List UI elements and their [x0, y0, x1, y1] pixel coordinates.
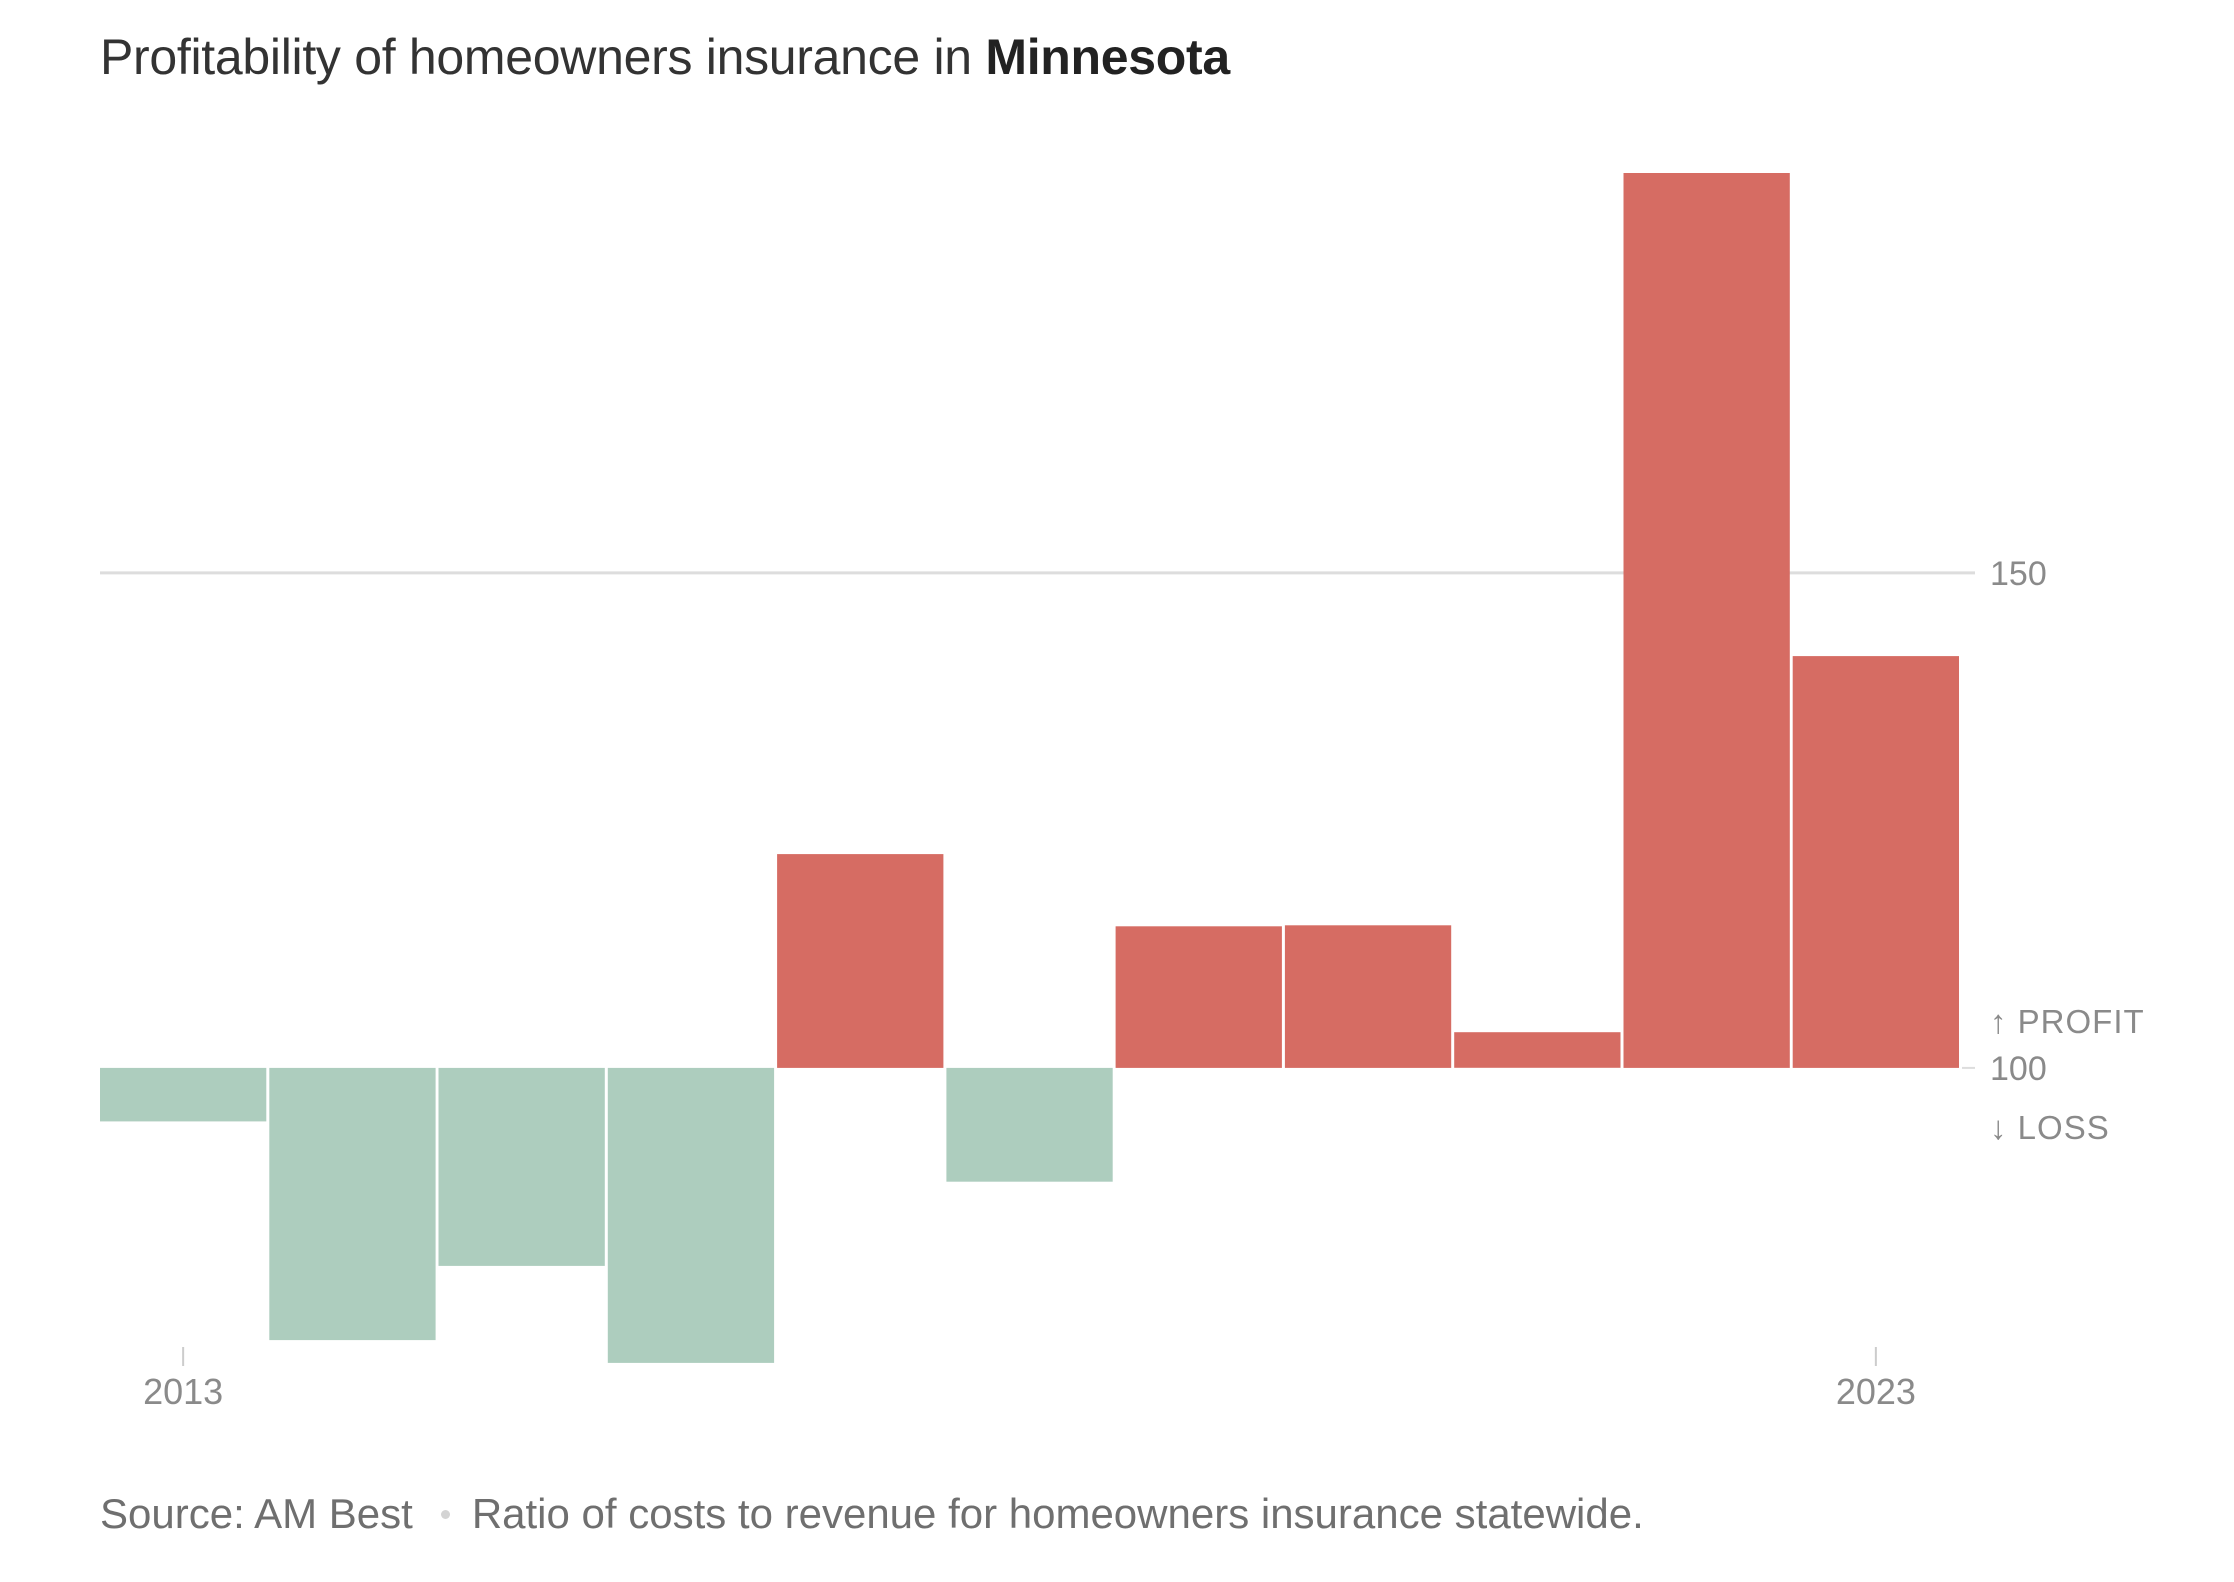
bars-group — [100, 173, 1959, 1363]
x-tick-label-2023: 2023 — [1836, 1371, 1916, 1412]
chart-title-state: Minnesota — [985, 29, 1230, 85]
chart-footer: Source: AM Best Ratio of costs to revenu… — [100, 1490, 1644, 1538]
y-tick-label-150: 150 — [1990, 555, 2047, 593]
chart-title: Profitability of homeowners insurance in… — [100, 28, 1230, 86]
bar-2018 — [946, 1067, 1113, 1182]
source-text: Source: AM Best — [100, 1490, 413, 1537]
bar-2022 — [1623, 173, 1790, 1068]
bar-2013 — [100, 1067, 267, 1122]
loss-label: ↓ LOSS — [1990, 1109, 2110, 1146]
bar-2020 — [1284, 925, 1452, 1068]
bar-2014 — [269, 1067, 436, 1341]
bar-2021 — [1454, 1032, 1621, 1068]
bar-2023 — [1792, 656, 1959, 1068]
bar-2017 — [777, 854, 944, 1068]
profit-label: ↑ PROFIT — [1990, 1003, 2145, 1040]
chart-title-prefix: Profitability of homeowners insurance in — [100, 29, 986, 85]
bar-chart: ↑ PROFIT 100 ↓ LOSS 150 2013 2023 — [100, 173, 2145, 1412]
bar-2019 — [1115, 926, 1282, 1068]
separator-dot — [440, 1509, 450, 1519]
bar-2015 — [438, 1067, 605, 1266]
x-tick-label-2013: 2013 — [143, 1371, 223, 1412]
chart-note: Ratio of costs to revenue for homeowners… — [471, 1490, 1644, 1537]
y-tick-label-100: 100 — [1990, 1050, 2047, 1088]
bar-2016 — [607, 1067, 775, 1363]
